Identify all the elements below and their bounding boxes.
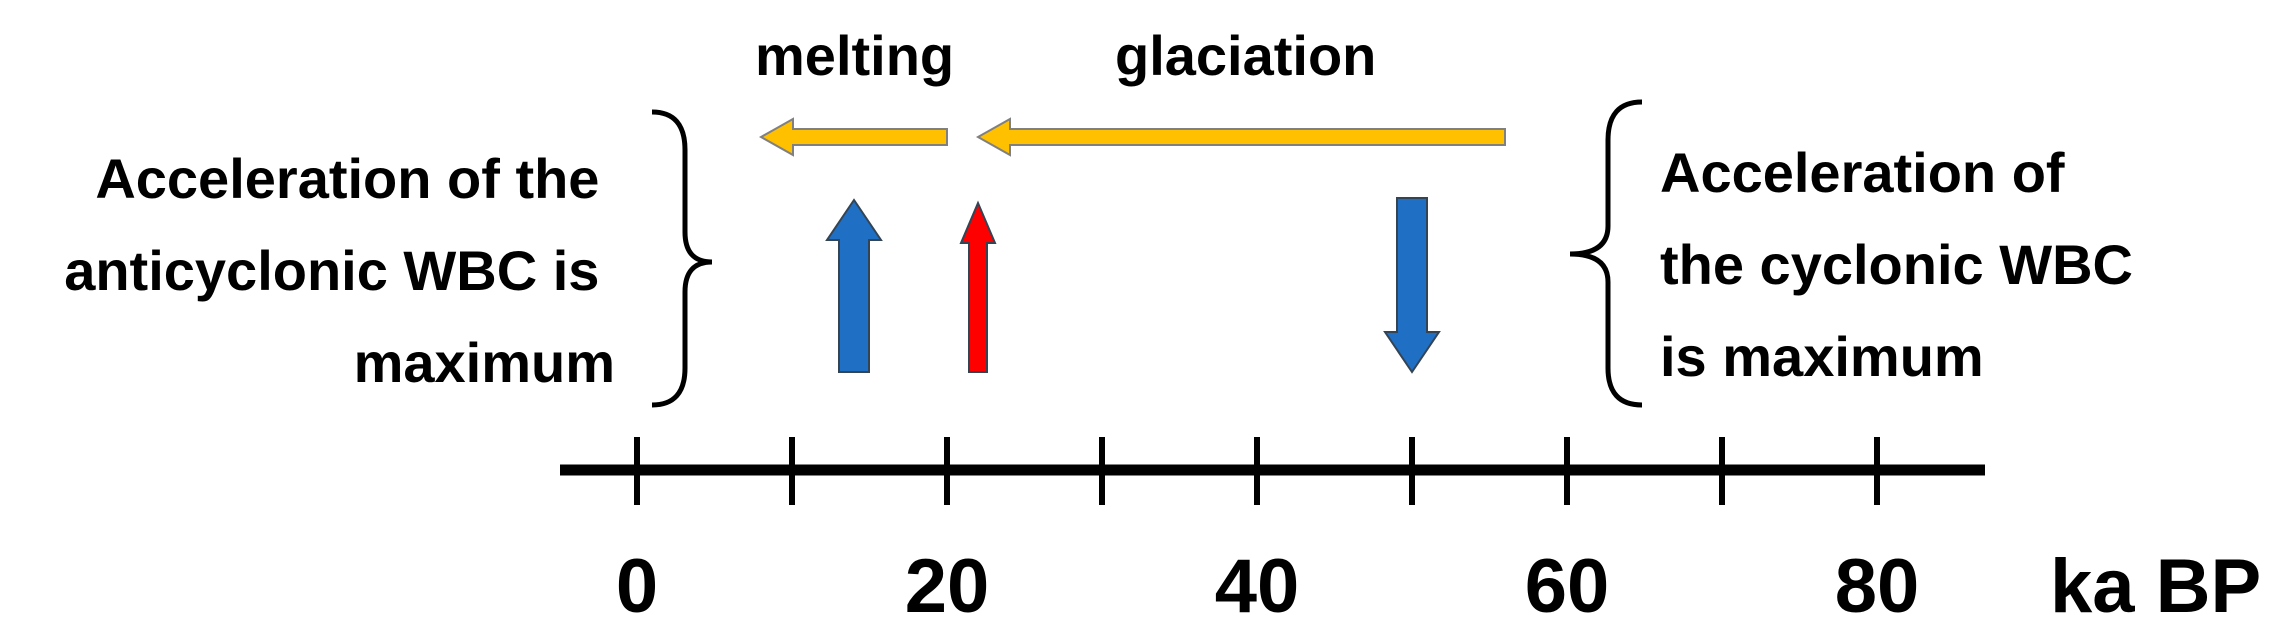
right-note-line-1: Acceleration of — [1660, 141, 2065, 204]
left-note-line-1: Acceleration of the — [95, 147, 599, 210]
right-note: Acceleration of the cyclonic WBC is maxi… — [1660, 141, 2149, 388]
tick-label-80: 80 — [1835, 544, 1920, 629]
right-brace-icon — [1569, 99, 1643, 408]
right-note-line-3: is maximum — [1660, 325, 1984, 388]
tick-label-40: 40 — [1215, 544, 1300, 629]
tick-label-20: 20 — [905, 544, 990, 629]
blue-down-arrow — [1383, 197, 1441, 374]
tick-label-0: 0 — [616, 544, 658, 629]
left-note-line-2: anticyclonic WBC is — [64, 239, 599, 302]
glaciation-arrow — [975, 117, 1506, 157]
blue-up-arrow — [825, 198, 883, 373]
left-note-line-3: maximum — [354, 331, 615, 394]
axis-tick-labels: 0 20 40 60 80 — [616, 544, 1919, 629]
axis-ticks — [634, 437, 1880, 505]
melting-arrow — [758, 117, 948, 157]
phase-arrows — [758, 117, 1506, 157]
melting-label: melting — [755, 24, 954, 87]
event-arrows — [825, 197, 1441, 374]
right-note-line-2: the cyclonic WBC — [1660, 233, 2133, 296]
left-brace-icon — [651, 109, 713, 408]
tick-label-60: 60 — [1525, 544, 1610, 629]
red-up-arrow — [959, 200, 997, 373]
left-note: Acceleration of the anticyclonic WBC is … — [64, 147, 615, 394]
glaciation-label: glaciation — [1115, 24, 1376, 87]
axis-unit-label: ka BP — [2050, 544, 2261, 629]
